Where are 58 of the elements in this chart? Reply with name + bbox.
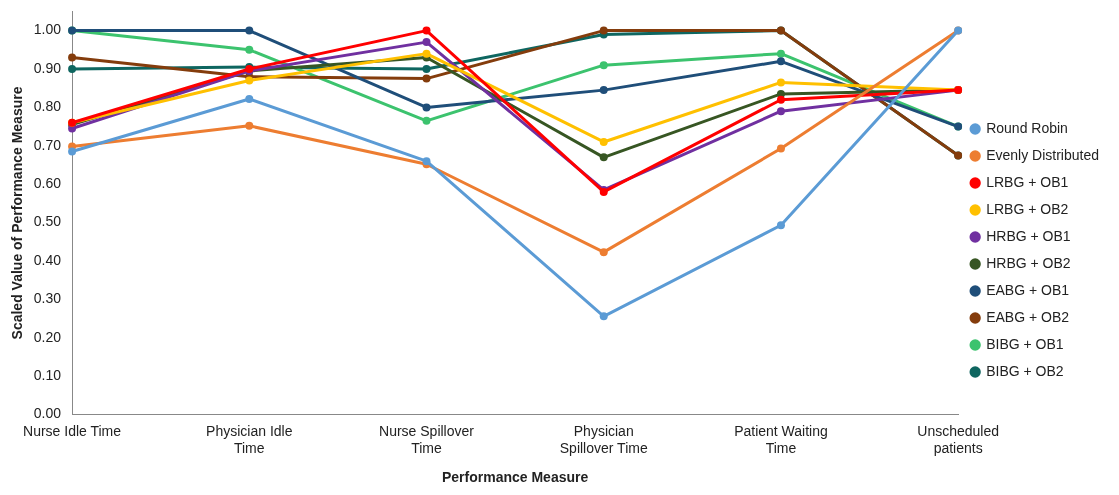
legend-label: Evenly Distributed	[986, 146, 1099, 163]
y-tick-label: 1.00	[33, 21, 62, 38]
y-tick-label: 0.30	[33, 290, 62, 307]
legend-label: HRBG + OB1	[986, 227, 1071, 244]
point	[776, 57, 785, 66]
point	[422, 26, 431, 35]
point	[599, 312, 608, 321]
x-tick-label: Physician Idle Time	[206, 422, 293, 456]
point	[599, 86, 608, 95]
legend-label: BIBG + OB1	[986, 335, 1064, 352]
point	[776, 144, 785, 153]
point	[422, 74, 431, 83]
point	[68, 147, 77, 156]
point	[422, 65, 431, 73]
y-tick-label: 0.20	[33, 328, 62, 345]
point	[422, 38, 431, 47]
legend-label: EABG + OB1	[986, 281, 1070, 298]
x-tick-label: Nurse Idle Time	[23, 422, 122, 439]
x-tick-label: Nurse Spillover Time	[379, 422, 475, 456]
y-tick-label: 0.40	[33, 251, 62, 268]
point	[422, 49, 431, 58]
point	[245, 76, 254, 85]
legend-label: LRBG + OB1	[986, 173, 1069, 190]
legend-label: EABG + OB2	[986, 308, 1070, 325]
point	[776, 78, 785, 87]
point	[245, 45, 254, 54]
y-tick-label: 0.50	[33, 213, 62, 230]
legend-label: LRBG + OB2	[986, 200, 1069, 217]
point	[776, 221, 785, 230]
point	[776, 49, 785, 58]
point	[776, 107, 785, 116]
y-tick-label: 0.10	[33, 367, 62, 384]
y-axis-title: Scaled Value of Performance Measure	[9, 86, 26, 340]
y-tick-label: 0.90	[33, 59, 62, 76]
point	[599, 248, 608, 257]
point	[245, 94, 254, 103]
legend-label: BIBG + OB2	[986, 362, 1064, 379]
point	[245, 121, 254, 130]
x-tick-label: Unscheduled patients	[917, 422, 1000, 456]
legend-label: HRBG + OB2	[986, 254, 1071, 271]
point	[245, 26, 254, 35]
point	[599, 153, 608, 162]
point	[68, 65, 77, 73]
point	[599, 26, 608, 35]
y-tick-label: 0.80	[33, 98, 62, 115]
y-tick-label: 0.60	[33, 175, 62, 192]
point	[599, 137, 608, 146]
x-tick-label: Patient Waiting Time	[734, 422, 828, 456]
y-tick-label: 0.70	[33, 136, 62, 153]
point	[776, 95, 785, 104]
x-tick-label: Physician Spillover Time	[559, 422, 648, 456]
point	[422, 103, 431, 112]
x-axis-title: Performance Measure	[441, 469, 589, 486]
point	[599, 61, 608, 70]
legend-label: Round Robin	[986, 119, 1068, 136]
y-tick-label: 0.00	[33, 405, 62, 422]
point	[68, 53, 77, 62]
point	[422, 116, 431, 125]
